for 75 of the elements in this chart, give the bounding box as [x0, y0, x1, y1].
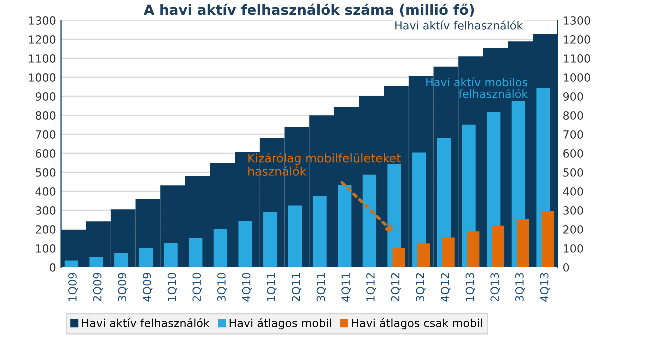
- y2-tick-label: 600: [564, 150, 584, 158]
- x-tick-label: 4Q10: [242, 273, 252, 302]
- y-tick-label: 300: [36, 206, 56, 215]
- x-tick-label: 2Q13: [490, 273, 500, 302]
- bar: [542, 211, 554, 268]
- y-tick-label: 100: [36, 244, 56, 253]
- y2-tick-label: 400: [563, 188, 584, 196]
- x-tick-label: 1Q13: [466, 273, 476, 302]
- x-tick-label: 1Q12: [366, 274, 376, 302]
- bar: [114, 253, 128, 268]
- y-tick-label: 1300: [29, 16, 56, 25]
- y2-tick-label: 100: [564, 244, 584, 253]
- bar: [338, 185, 352, 268]
- bar: [90, 257, 104, 268]
- x-tick-label: 3Q09: [118, 273, 128, 302]
- bar: [288, 206, 302, 268]
- y-tick-label: 1000: [29, 74, 56, 82]
- x-tick-label: 3Q13: [515, 273, 526, 302]
- legend-label: Havi átlagos mobil: [230, 318, 332, 330]
- bar: [492, 226, 505, 268]
- bar: [467, 232, 480, 268]
- bar: [418, 244, 430, 268]
- bar: [139, 248, 154, 268]
- legend-label: Havi átlagos csak mobil: [352, 318, 482, 330]
- y2-tick-label: 800: [564, 112, 584, 120]
- y-tick-label: 800: [36, 112, 56, 120]
- y-tick-label: 1200: [29, 36, 56, 44]
- x-tick-label: 3Q10: [218, 273, 228, 302]
- y-tick-label: 0: [50, 264, 56, 272]
- x-tick-label: 2Q12: [391, 274, 402, 302]
- y-tick-label: 200: [36, 226, 56, 234]
- y-tick-label: 600: [36, 150, 56, 158]
- y2-tick-label: 1200: [564, 36, 590, 44]
- x-tick-label: 2Q11: [292, 273, 302, 302]
- y2-tick-label: 0: [564, 264, 570, 272]
- x-tick-label: 4Q09: [143, 273, 153, 302]
- y2-tick-label: 1000: [564, 74, 590, 82]
- x-tick-label: 4Q12: [441, 274, 451, 302]
- bar: [362, 174, 377, 268]
- y2-tick-label: 1300: [564, 16, 590, 25]
- bar: [214, 230, 228, 268]
- bar: [189, 238, 203, 268]
- x-tick-label: 2Q10: [192, 273, 202, 302]
- y-tick-label: 500: [36, 168, 56, 177]
- bar: [313, 196, 327, 268]
- y2-tick-label: 700: [564, 130, 584, 139]
- x-tick-label: 2Q09: [93, 273, 104, 302]
- y-tick-label: 900: [36, 92, 56, 101]
- chart-title: A havi aktív felhasználók száma (millió fő): [144, 4, 474, 17]
- bar: [64, 260, 79, 268]
- x-tick-label: 3Q12: [416, 274, 426, 302]
- y2-tick-label: 500: [564, 168, 584, 177]
- y2-tick-label: 300: [564, 206, 584, 215]
- y2-tick-label: 200: [564, 226, 584, 234]
- bar: [264, 212, 278, 268]
- bar: [164, 243, 178, 268]
- x-tick-label: 4Q11: [342, 273, 352, 302]
- x-tick-label: 1Q10: [168, 273, 178, 302]
- y-tick-label: 400: [36, 188, 56, 196]
- annotation: Havi aktív felhasználók: [396, 20, 524, 30]
- bar: [392, 248, 406, 268]
- annotation: Kizárólag mobilfelületeket használók: [248, 153, 401, 176]
- y2-tick-label: 1100: [564, 54, 590, 63]
- y-tick-label: 700: [36, 130, 56, 139]
- bar: [516, 219, 530, 268]
- bar: [238, 221, 252, 268]
- x-tick-label: 4Q13: [540, 273, 550, 302]
- x-tick-label: 3Q11: [316, 273, 327, 302]
- x-tick-label: 1Q09: [68, 273, 78, 302]
- annotation: Havi aktív mobilos felhasználók: [426, 78, 528, 98]
- legend-label: Havi aktív felhasználók: [82, 318, 210, 328]
- bar: [442, 238, 455, 268]
- y-tick-label: 1100: [29, 54, 56, 63]
- y2-tick-label: 900: [563, 92, 584, 101]
- x-tick-label: 1Q11: [267, 273, 277, 302]
